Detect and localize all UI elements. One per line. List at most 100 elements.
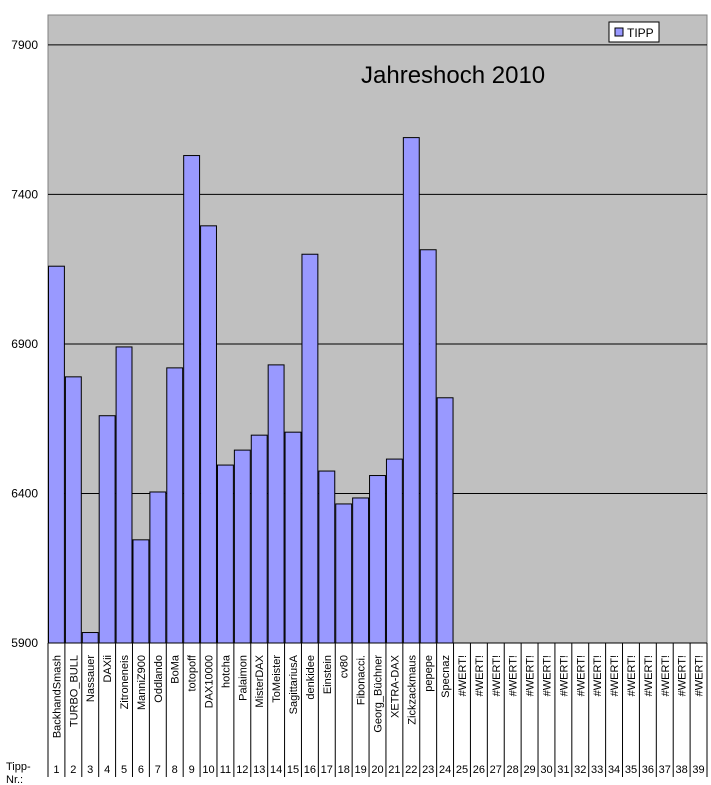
- category-label: Palaimon: [237, 655, 249, 701]
- legend-box: [608, 21, 660, 43]
- bar: [419, 249, 437, 644]
- tipp-number: 15: [287, 764, 299, 776]
- tipp-number: 39: [692, 764, 704, 776]
- category-label: DAXii: [102, 655, 114, 683]
- category-label: #WERT!: [609, 655, 621, 696]
- category-label: #WERT!: [558, 655, 570, 696]
- tipp-number: 38: [676, 764, 688, 776]
- tipp-number: 30: [540, 764, 552, 776]
- tipp-number: 32: [574, 764, 586, 776]
- bar: [250, 434, 268, 644]
- tipp-number: 14: [270, 764, 282, 776]
- bar: [81, 632, 99, 644]
- bar: [436, 397, 454, 644]
- bar: [402, 137, 420, 644]
- category-label: XETRA-DAX: [389, 654, 401, 718]
- category-label: #WERT!: [541, 655, 553, 696]
- category-label: Specnaz: [440, 655, 452, 698]
- category-label: pepepe: [423, 655, 435, 692]
- tipp-number: 24: [439, 764, 451, 776]
- y-tick-label: 7400: [11, 187, 38, 201]
- tipp-number: 5: [121, 764, 127, 776]
- category-label: Zickzackmaus: [406, 655, 418, 725]
- category-label: SagittariusA: [288, 654, 300, 714]
- bar: [233, 449, 251, 644]
- category-label: #WERT!: [592, 655, 604, 696]
- category-label: #WERT!: [694, 655, 706, 696]
- bars: [48, 137, 454, 644]
- category-label: hotcha: [220, 654, 232, 688]
- category-label: ManniZ900: [136, 655, 148, 710]
- category-label: #WERT!: [474, 655, 486, 696]
- category-label: #WERT!: [677, 655, 689, 696]
- tipp-number: 17: [321, 764, 333, 776]
- legend: TIPP: [608, 21, 660, 43]
- tipp-number: 33: [591, 764, 603, 776]
- category-label: #WERT!: [457, 655, 469, 696]
- bar: [166, 367, 184, 644]
- tipp-number: 10: [202, 764, 214, 776]
- bar: [200, 225, 217, 644]
- y-tick-label: 5900: [11, 636, 38, 650]
- legend-swatch: [614, 27, 624, 37]
- tipp-number: 1: [53, 764, 59, 776]
- tipp-number: 37: [659, 764, 671, 776]
- tipp-number: 35: [625, 764, 637, 776]
- bar: [48, 265, 65, 644]
- tipp-number: 12: [236, 764, 248, 776]
- bar: [385, 458, 403, 644]
- tipp-number: 29: [523, 764, 535, 776]
- tipp-number: 7: [155, 764, 161, 776]
- category-label: Einstein: [322, 655, 334, 694]
- bar: [115, 346, 133, 644]
- tipp-number: 9: [189, 764, 195, 776]
- category-label: #WERT!: [491, 655, 503, 696]
- category-label: #WERT!: [643, 655, 655, 696]
- category-label: BackhandSmash: [51, 655, 63, 738]
- category-label: #WERT!: [626, 655, 638, 696]
- y-tick-label: 6900: [11, 337, 38, 351]
- category-label: #WERT!: [525, 655, 537, 696]
- legend-label: TIPP: [627, 26, 654, 40]
- tipp-number: 23: [422, 764, 434, 776]
- tipp-number: 27: [490, 764, 502, 776]
- bar: [301, 253, 319, 644]
- bar: [149, 491, 167, 644]
- bar: [352, 497, 370, 644]
- bar: [318, 470, 336, 644]
- category-label: cv80: [339, 655, 351, 678]
- bar: [132, 539, 150, 644]
- tipp-number: 6: [138, 764, 144, 776]
- category-label: Oddlando: [153, 655, 165, 703]
- tipp-number: 22: [405, 764, 417, 776]
- category-label: #WERT!: [508, 655, 520, 696]
- tipp-number: 26: [473, 764, 485, 776]
- category-label: Fibonacci.: [356, 655, 368, 705]
- tipp-number: 4: [104, 764, 110, 776]
- category-table: BackhandSmash 1 TURBO_BULL 2 Nassauer 3 DAXii 4…: [47, 642, 708, 777]
- tipp-number: 18: [338, 764, 350, 776]
- bar: [98, 415, 116, 644]
- row-label-line1: Tipp-: [6, 761, 31, 773]
- tipp-number: 3: [87, 764, 93, 776]
- bar: [216, 464, 234, 644]
- tipp-number: 36: [642, 764, 654, 776]
- category-label: Georg_Büchner: [373, 655, 385, 733]
- tipp-number: 31: [557, 764, 569, 776]
- category-label: totopoff: [187, 654, 199, 691]
- bar: [369, 475, 386, 644]
- category-label: DAX10000: [204, 655, 216, 708]
- category-label: #WERT!: [575, 655, 587, 696]
- tipp-number: 20: [371, 764, 383, 776]
- tipp-number: 28: [507, 764, 519, 776]
- tipp-number: 2: [70, 764, 76, 776]
- category-label: Zitroneneis: [119, 655, 131, 710]
- bar: [335, 503, 353, 644]
- y-tick-label: 6400: [11, 486, 38, 500]
- bar: [64, 376, 82, 644]
- tipp-number: 8: [172, 764, 178, 776]
- bar: [183, 155, 201, 644]
- category-label: BoMa: [170, 654, 182, 684]
- tipp-number: 25: [456, 764, 468, 776]
